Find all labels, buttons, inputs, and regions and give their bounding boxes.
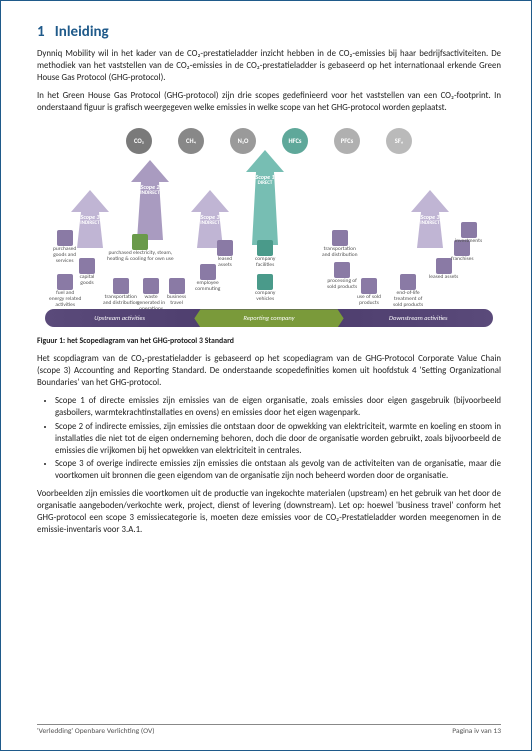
gas-bubble: CH₄ (178, 128, 204, 154)
footer-left: 'Verledding' Openbare Verlichting (OV) (37, 727, 155, 736)
activity-icon: end-of-lifetreatment ofsold products (393, 274, 423, 308)
activity-icon: companyfacilities (255, 240, 275, 269)
activity-icon: purchasedgoods andservices (53, 230, 76, 264)
gas-bubble: SF₆ (386, 128, 412, 154)
page-footer: 'Verledding' Openbare Verlichting (OV) P… (37, 724, 501, 736)
body-para-3: Het scopdiagram van de CO₂-prestatieladd… (37, 354, 501, 390)
activity-icon: wastegenerated inoperations (137, 278, 165, 312)
footer-right: Pagina iv van 13 (452, 727, 501, 736)
activity-icon: transportationand distribution (103, 278, 139, 307)
activity-icon: fuel andenergy relatedactivities (49, 274, 81, 308)
activity-icon: capitalgoods (79, 258, 95, 287)
figure-caption: Figuur 1: het Scopediagram van het GHG-p… (37, 337, 501, 346)
activity-icon: use of soldproducts (357, 278, 381, 307)
band-upstream: Upstream activities (45, 314, 194, 322)
section-number: 1 (37, 23, 45, 41)
intro-para-2: In het Green House Gas Protocol (GHG-pro… (37, 91, 501, 115)
activity-band: Upstream activities Reporting company Do… (45, 309, 493, 327)
section-title: Inleiding (55, 23, 109, 41)
bullet-item: Scope 2 of indirecte emissies, zijn emis… (55, 422, 501, 458)
scope-diagram: CO₂CH₄N₂OHFCsPFCsSF₆ Scope 2INDIRECTScop… (37, 120, 501, 335)
band-reporting: Reporting company (194, 309, 343, 327)
gas-bubble: CO₂ (126, 128, 152, 154)
activity-icon: companyvehicles (255, 274, 275, 303)
document-page: 1 Inleiding Dynniq Mobility wil in het k… (0, 0, 532, 751)
bullet-item: Scope 3 of overige indirecte emissies zi… (55, 459, 501, 483)
activity-icon: businesstravel (167, 278, 186, 307)
icons-layer: purchasedgoods andservicescapitalgoodsfu… (37, 230, 501, 300)
activity-icon: investments (455, 222, 482, 245)
activity-icon: transportationand distribution (322, 230, 358, 259)
body-para-4: Voorbeelden zijn emissies die voortkomen… (37, 489, 501, 537)
scope-arrow: Scope 2INDIRECT (127, 160, 173, 240)
band-downstream: Downstream activities (344, 314, 493, 322)
activity-icon: leasedassets (217, 240, 233, 269)
intro-para-1: Dynniq Mobility wil in het kader van de … (37, 49, 501, 85)
section-heading: 1 Inleiding (37, 23, 501, 41)
bullet-item: Scope 1 of directe emissies zijn emissie… (55, 396, 501, 420)
activity-icon: purchased electricity, steam,heating & c… (107, 234, 174, 263)
gas-bubble: PFCs (334, 128, 360, 154)
scope-bullets: Scope 1 of directe emissies zijn emissie… (37, 396, 501, 483)
activity-icon: processing ofsold products (327, 262, 357, 291)
